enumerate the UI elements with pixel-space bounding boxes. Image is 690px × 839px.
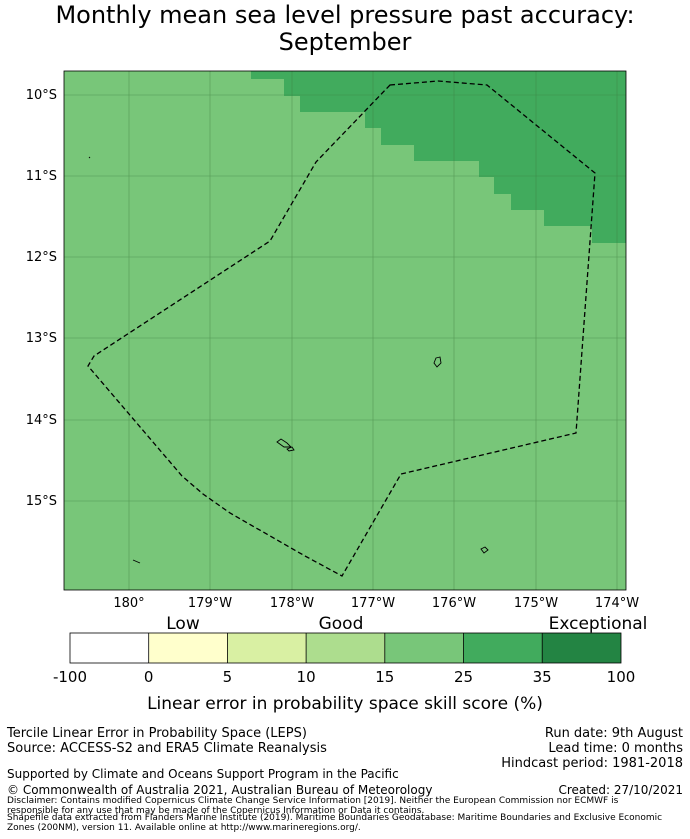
chart-title: Monthly mean sea level pressure past acc… <box>0 2 690 56</box>
footer-hindcast: Hindcast period: 1981-2018 <box>501 756 683 771</box>
lat-label: 10°S <box>26 88 57 103</box>
footer-support: Supported by Climate and Oceans Support … <box>7 767 399 781</box>
footer-created: Created: 27/10/2021 <box>558 783 683 797</box>
latitude-labels: 10°S 11°S 12°S 13°S 14°S 15°S <box>26 88 57 509</box>
colorbar-axis-label: Linear error in probability space skill … <box>147 694 543 714</box>
colorbar-tick: 35 <box>533 668 552 686</box>
islands <box>88 156 489 564</box>
disclaimer-line-2: responsible for any use that may be made… <box>7 806 425 816</box>
lon-label: 180° <box>113 596 144 611</box>
lon-label: 177°W <box>351 596 395 611</box>
colorbar-swatch <box>384 633 464 663</box>
lon-label: 179°W <box>188 596 232 611</box>
lat-label: 11°S <box>26 169 57 184</box>
shapefile-line-1: Shapefile data extracted from Flanders M… <box>7 813 663 823</box>
colorbar-category: Exceptional <box>549 614 648 634</box>
map-frame <box>63 70 627 591</box>
colorbar-swatch <box>70 633 149 663</box>
map-high-skill-region <box>251 71 626 243</box>
footer-copyright: © Commonwealth of Australia 2021, Austra… <box>7 783 433 797</box>
colorbar-frame <box>69 632 622 664</box>
colorbar-category: Good <box>319 614 364 634</box>
title-line-2: September <box>278 28 412 56</box>
colorbar-swatch <box>227 633 307 663</box>
island-east <box>433 356 442 368</box>
lat-label: 12°S <box>26 250 57 265</box>
lon-label: 175°W <box>514 596 558 611</box>
island-west <box>276 438 293 448</box>
island-west-small <box>286 446 295 452</box>
island-south <box>480 546 489 554</box>
lat-label: 13°S <box>26 331 57 346</box>
colorbar-tick: 5 <box>223 668 233 686</box>
shapefile-line-2: Zones (200NM), version 11. Available onl… <box>7 823 361 833</box>
island-southwest <box>132 559 141 564</box>
colorbar-swatch <box>542 633 621 663</box>
colorbar-tick: 15 <box>375 668 394 686</box>
lat-label: 14°S <box>26 413 57 428</box>
colorbar-tick: 25 <box>454 668 473 686</box>
colorbar: Low Good Exceptional -100 0 5 10 15 25 3… <box>53 614 647 714</box>
lon-label: 176°W <box>432 596 476 611</box>
colorbar-tick: 100 <box>607 668 636 686</box>
disclaimer-line-1: Disclaimer: Contains modified Copernicus… <box>7 796 619 806</box>
map-figure: 10°S 11°S 12°S 13°S 14°S 15°S 180° 179°W… <box>26 70 647 714</box>
colorbar-category: Low <box>166 614 200 634</box>
island-north <box>88 156 91 159</box>
lon-label: 178°W <box>270 596 314 611</box>
lat-label: 15°S <box>26 494 57 509</box>
eez-boundary <box>87 80 596 577</box>
colorbar-tick: 10 <box>297 668 316 686</box>
footer-method: Tercile Linear Error in Probability Spac… <box>7 726 307 741</box>
colorbar-tick: -100 <box>53 668 87 686</box>
footer-lead-time: Lead time: 0 months <box>548 741 683 756</box>
colorbar-tick: 0 <box>144 668 154 686</box>
colorbar-swatch <box>463 633 543 663</box>
title-line-1: Monthly mean sea level pressure past acc… <box>55 1 635 29</box>
footer-source: Source: ACCESS-S2 and ERA5 Climate Reana… <box>7 741 327 756</box>
lon-label: 174°W <box>595 596 639 611</box>
colorbar-swatch <box>148 633 228 663</box>
longitude-labels: 180° 179°W 178°W 177°W 176°W 175°W 174°W <box>113 596 639 611</box>
footer-run-date: Run date: 9th August <box>544 726 683 741</box>
gridlines <box>64 71 626 590</box>
colorbar-swatch <box>306 633 385 663</box>
